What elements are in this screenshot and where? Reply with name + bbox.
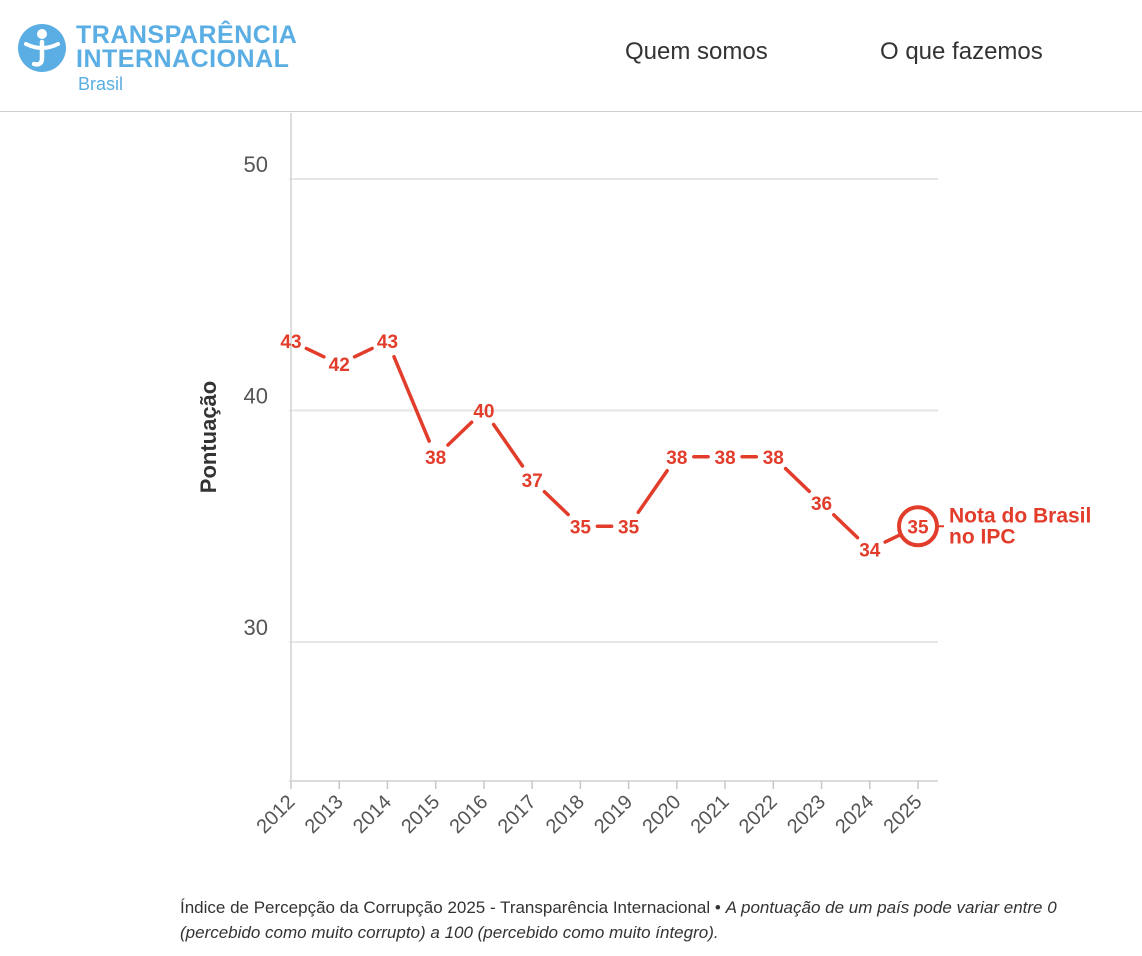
data-label: 35 xyxy=(907,517,929,538)
data-label: 38 xyxy=(425,448,446,469)
nav-quem-somos[interactable]: Quem somos xyxy=(625,38,768,65)
x-tick-label: 2021 xyxy=(687,791,734,838)
data-label: 38 xyxy=(763,448,784,469)
logo-subtitle: Brasil xyxy=(78,74,124,94)
data-label: 43 xyxy=(280,332,301,353)
data-label: 35 xyxy=(570,517,592,538)
series-line-segment xyxy=(542,489,570,517)
y-axis-title: Pontuação xyxy=(196,381,221,493)
x-tick-label: 2024 xyxy=(831,791,878,838)
annotation-line1: Nota do Brasil xyxy=(949,504,1091,527)
data-label: 36 xyxy=(811,494,832,515)
series-line-segment xyxy=(352,346,374,359)
footnote-source: Índice de Percepção da Corrupção 2025 - … xyxy=(180,898,711,917)
series-line-segment xyxy=(783,466,812,494)
series-line-segment xyxy=(304,346,326,359)
series-line-segment xyxy=(491,422,525,468)
data-label: 38 xyxy=(715,448,736,469)
logo-text-line2: INTERNACIONAL xyxy=(76,45,290,73)
x-tick-label: 2019 xyxy=(590,791,637,838)
y-tick-label: 30 xyxy=(244,615,268,640)
data-label: 43 xyxy=(377,332,398,353)
x-tick-label: 2013 xyxy=(301,791,348,838)
x-tick-label: 2017 xyxy=(494,791,541,838)
series-line-segment xyxy=(832,513,860,540)
series-line-segment xyxy=(392,354,431,443)
series-line-segment xyxy=(446,420,474,447)
data-label: 42 xyxy=(329,355,350,376)
annotation-line2: no IPC xyxy=(949,525,1016,548)
x-tick-label: 2023 xyxy=(783,791,830,838)
y-tick-label: 50 xyxy=(244,152,268,177)
x-tick-label: 2012 xyxy=(253,791,300,838)
logo-text-line1: TRANSPARÊNCIA xyxy=(76,21,298,49)
x-tick-label: 2020 xyxy=(638,791,685,838)
logo[interactable]: TRANSPARÊNCIA INTERNACIONAL Brasil xyxy=(16,20,316,96)
x-tick-label: 2018 xyxy=(542,791,589,838)
site-header: TRANSPARÊNCIA INTERNACIONAL Brasil Quem … xyxy=(0,0,1142,112)
footnote-separator: • xyxy=(710,898,726,917)
transparency-international-logo-icon xyxy=(18,24,66,72)
data-label: 37 xyxy=(522,471,543,492)
y-tick-label: 40 xyxy=(244,384,268,409)
x-tick-label: 2016 xyxy=(445,791,492,838)
nav-o-que-fazemos[interactable]: O que fazemos xyxy=(880,38,1043,65)
data-label: 38 xyxy=(666,448,687,469)
x-tick-label: 2022 xyxy=(735,791,782,838)
x-tick-label: 2015 xyxy=(397,791,444,838)
data-label: 40 xyxy=(473,402,494,423)
chart-footnote: Índice de Percepção da Corrupção 2025 - … xyxy=(180,895,1100,945)
series-line-segment xyxy=(636,469,669,515)
x-tick-label: 2014 xyxy=(349,791,396,838)
data-label: 35 xyxy=(618,517,640,538)
footnote-note: A pontuação de um país pode variar entre… xyxy=(180,898,1057,942)
data-label: 34 xyxy=(859,540,881,561)
x-tick-label: 2025 xyxy=(880,791,927,838)
